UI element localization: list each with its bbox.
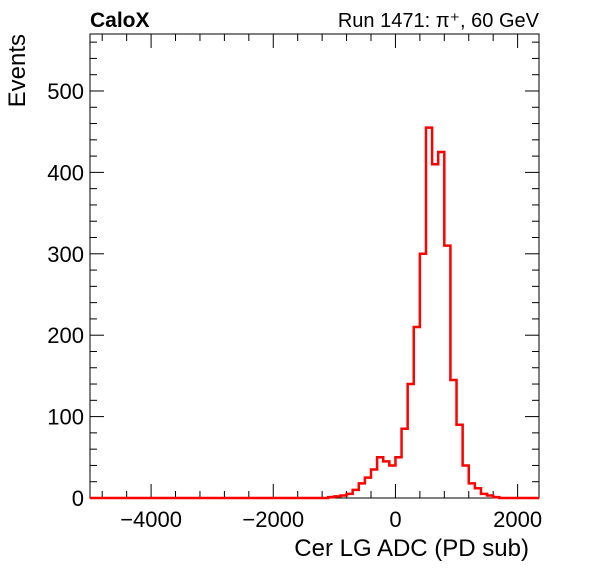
- y-axis-title: Events: [4, 34, 31, 107]
- y-tick-label: 200: [47, 323, 84, 348]
- x-axis-title: Cer LG ADC (PD sub): [294, 535, 529, 562]
- y-tick-label: 0: [72, 486, 84, 511]
- y-tick-label: 500: [47, 79, 84, 104]
- y-tick-label: 300: [47, 242, 84, 267]
- minor-ticks: [90, 34, 539, 498]
- x-tick-labels: −4000 −2000 0 2000: [120, 507, 542, 532]
- histogram-line: [90, 126, 539, 500]
- y-tick-label: 400: [47, 160, 84, 185]
- x-tick-label: 0: [389, 507, 401, 532]
- y-tick-labels: 0 100 200 300 400 500: [47, 79, 84, 511]
- x-tick-label: −4000: [120, 507, 182, 532]
- x-tick-label: 2000: [493, 507, 542, 532]
- chart-title-right: Run 1471: π⁺, 60 GeV: [338, 10, 540, 32]
- chart-title-left: CaloX: [90, 9, 150, 32]
- x-tick-label: −2000: [242, 507, 304, 532]
- y-tick-label: 100: [47, 405, 84, 430]
- major-ticks: [90, 34, 539, 499]
- frame: [89, 33, 540, 499]
